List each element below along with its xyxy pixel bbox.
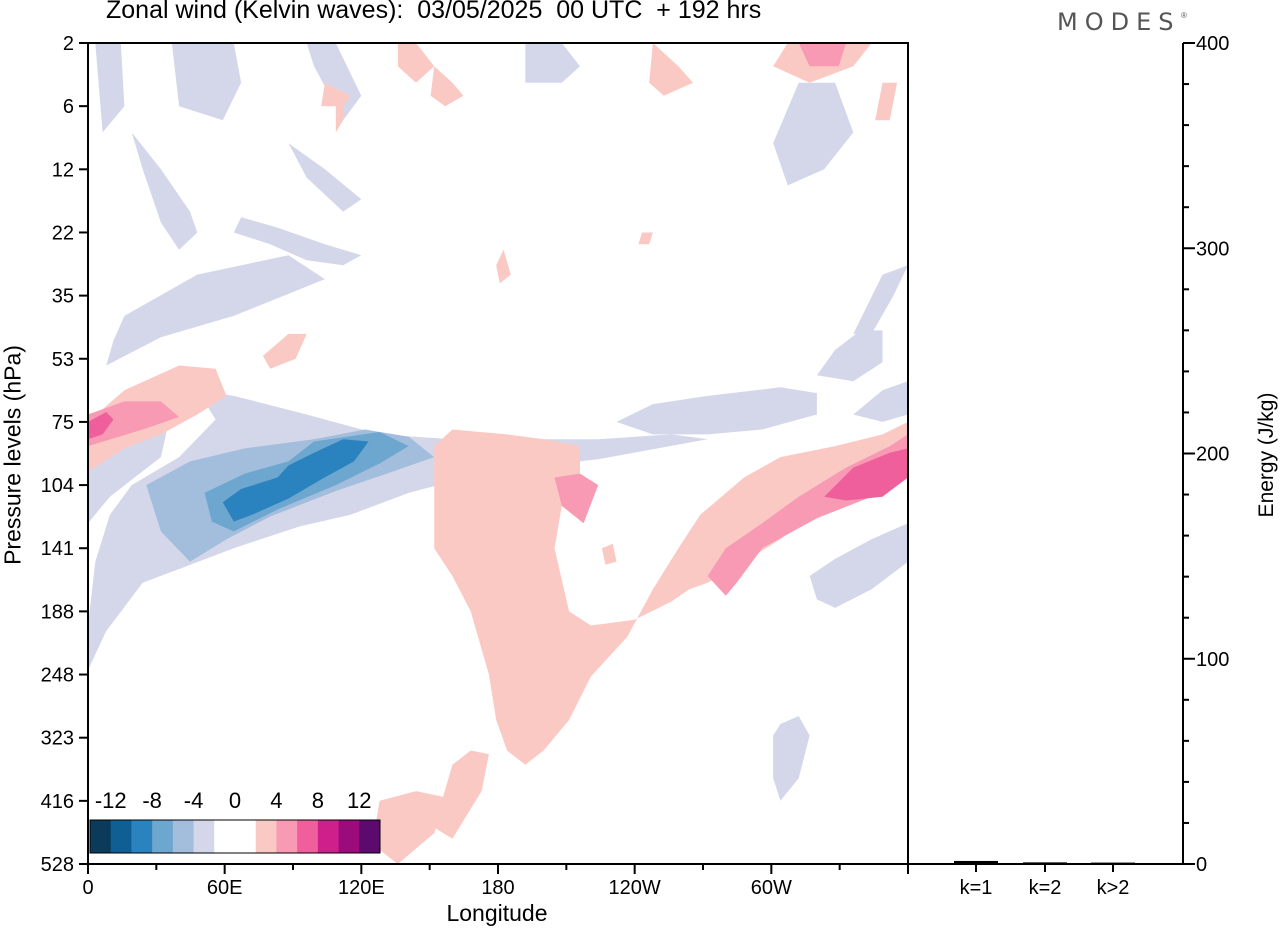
wind-region-positive-38 (335, 106, 344, 133)
y-tick-label-75: 75 (52, 412, 74, 434)
y-tick-label-6: 6 (63, 96, 74, 118)
colorbar-swatch-8 (235, 820, 257, 853)
wind-region-positive-30 (372, 791, 446, 864)
wind-region-positive-22 (88, 401, 180, 447)
colorbar-label--8: -8 (142, 788, 162, 813)
wind-region-positive-39 (496, 249, 511, 284)
y-tick-label-35: 35 (52, 286, 74, 308)
colorbar-label-4: 4 (270, 788, 282, 813)
wind-anomaly-regions (88, 43, 908, 864)
y-tick-label-248: 248 (41, 665, 74, 687)
wind-region-positive-33 (397, 43, 435, 83)
colorbar-swatch-12 (317, 820, 340, 853)
wind-region-positive-42 (689, 543, 708, 562)
wind-region-positive-37 (321, 82, 351, 107)
wind-region-positive-40 (638, 232, 653, 245)
colorbar-swatch-11 (297, 820, 319, 853)
y-tick-label-528: 528 (41, 854, 74, 876)
colorbar-swatch-9 (255, 820, 277, 853)
energy-axis-label: Energy (J/kg) (1255, 392, 1278, 518)
wind-region-negative-20 (853, 265, 908, 334)
wind-region-negative-6 (233, 217, 362, 266)
x-tick-label-60W: 60W (751, 877, 792, 899)
wind-region-negative-4 (131, 132, 198, 250)
wind-region-positive-34 (649, 43, 693, 96)
bar-label-k=1: k=1 (960, 877, 993, 899)
bar-label-k>2: k>2 (1097, 877, 1130, 899)
y-tick-label-323: 323 (41, 728, 74, 750)
wind-region-negative-14 (816, 330, 883, 382)
chart-title: Zonal wind (Kelvin waves): 03/05/2025 00… (106, 0, 762, 24)
wind-region-positive-28 (554, 473, 599, 524)
colorbar-label-0: 0 (229, 788, 241, 813)
wind-region-negative-13 (616, 387, 817, 435)
y-axis-label: Pressure levels (hPa) (0, 345, 26, 565)
wind-region-negative-1 (88, 43, 125, 133)
wind-region-negative-3 (306, 43, 362, 121)
energy-bar-k=2 (1023, 862, 1067, 865)
wind-region-negative-18 (773, 716, 810, 801)
energy-tick-label-400: 400 (1196, 33, 1229, 55)
wind-region-positive-36 (875, 82, 898, 121)
wind-region-negative-16 (809, 523, 908, 608)
energy-tick-label-0: 0 (1196, 854, 1207, 876)
wind-region-negative-12 (222, 439, 369, 522)
energy-tick-label-100: 100 (1196, 649, 1229, 671)
colorbar-label-8: 8 (312, 788, 324, 813)
wind-region-positive-41 (601, 543, 617, 565)
colorbar-swatch-6 (193, 820, 215, 853)
y-tick-label-416: 416 (41, 791, 74, 813)
colorbar-swatch-2 (110, 820, 132, 853)
wind-region-positive-32 (798, 43, 846, 67)
wind-region-negative-2 (171, 43, 242, 121)
colorbar-swatch-14 (359, 820, 381, 853)
colorbar-frame (89, 819, 381, 854)
colorbar-swatch-5 (172, 820, 195, 853)
energy-bar-k=1 (954, 860, 998, 864)
modes-logo: MODES (1057, 8, 1181, 36)
colorbar-label-12: 12 (347, 788, 371, 813)
colorbar-swatch-13 (338, 820, 360, 853)
wind-region-negative-17 (773, 82, 854, 186)
colorbar-label--4: -4 (184, 788, 204, 813)
x-tick-label-180: 180 (481, 877, 514, 899)
colorbar-swatch-3 (131, 820, 153, 853)
energy-tick-label-200: 200 (1196, 444, 1229, 466)
wind-region-negative-5 (288, 143, 362, 212)
y-tick-label-104: 104 (41, 475, 74, 497)
x-tick-label-0: 0 (82, 877, 93, 899)
wind-region-negative-7 (106, 255, 325, 366)
energy-bar-k>2 (1091, 862, 1135, 865)
wind-region-negative-19 (525, 43, 580, 83)
colorbar-swatch-10 (276, 820, 298, 853)
y-tick-label-188: 188 (41, 601, 74, 623)
x-axis-label: Longitude (446, 900, 548, 926)
wind-region-positive-23 (88, 412, 114, 440)
registered-mark: ® (1181, 11, 1187, 20)
y-tick-label-2: 2 (63, 33, 74, 55)
wind-region-negative-15 (853, 381, 908, 422)
x-tick-label-120E: 120E (338, 877, 385, 899)
colorbar-swatch-4 (152, 820, 174, 853)
colorbar-label--12: -12 (95, 788, 127, 813)
y-tick-label-12: 12 (52, 159, 74, 181)
wind-region-positive-27 (824, 448, 908, 501)
wind-region-positive-29 (434, 750, 489, 839)
colorbar-swatch-1 (90, 820, 112, 853)
wind-region-positive-24 (262, 333, 307, 369)
wind-region-positive-35 (430, 66, 464, 107)
bar-label-k=2: k=2 (1029, 877, 1062, 899)
y-tick-label-141: 141 (41, 538, 74, 560)
colorbar-swatch-7 (214, 820, 236, 853)
x-tick-label-60E: 60E (207, 877, 243, 899)
energy-tick-label-300: 300 (1196, 238, 1229, 260)
y-tick-label-22: 22 (52, 222, 74, 244)
y-tick-label-53: 53 (52, 349, 74, 371)
x-tick-label-120W: 120W (609, 877, 661, 899)
wind-region-positive-43 (481, 595, 489, 658)
